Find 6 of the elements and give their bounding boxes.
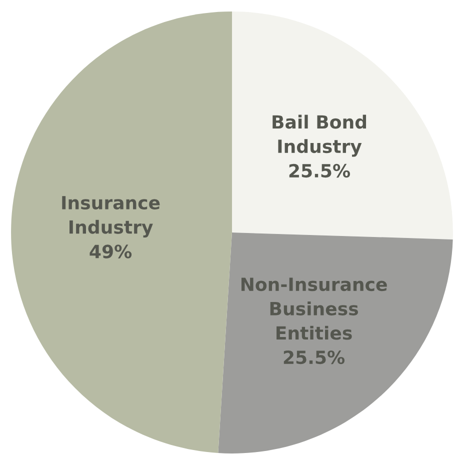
data-label: 25.5% [284, 350, 345, 364]
slice-label: Bail Bond Industry [272, 114, 366, 157]
slice-label: Non-Insurance Business Entities [241, 278, 387, 340]
slice-label: Insurance Industry [62, 196, 160, 238]
data-label: 25.5% [289, 164, 350, 178]
data-label: 49% [90, 244, 132, 258]
